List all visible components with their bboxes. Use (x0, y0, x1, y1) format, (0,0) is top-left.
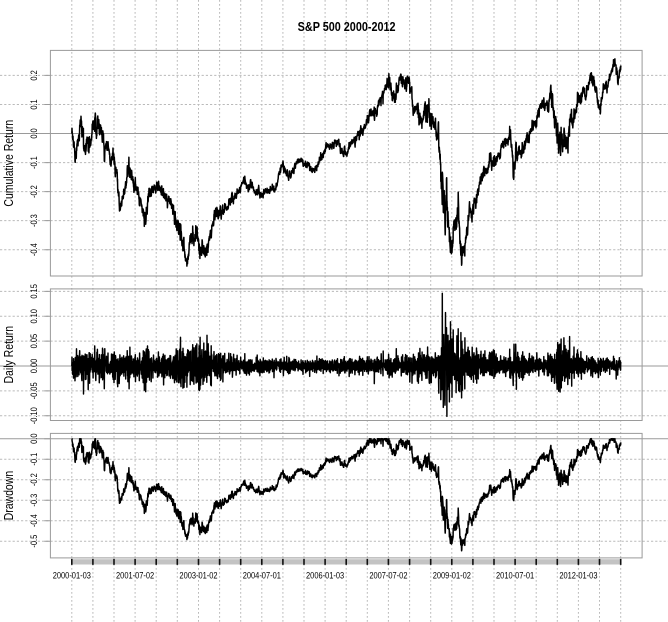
svg-text:-0.5: -0.5 (28, 534, 39, 547)
svg-text:2006-01-03: 2006-01-03 (306, 570, 344, 581)
svg-text:Daily Return: Daily Return (2, 326, 16, 384)
svg-text:2003-01-02: 2003-01-02 (179, 570, 217, 581)
svg-text:-0.1: -0.1 (28, 156, 39, 169)
svg-text:0.1: 0.1 (28, 99, 39, 110)
svg-text:2012-01-03: 2012-01-03 (559, 570, 597, 581)
svg-text:-0.05: -0.05 (28, 382, 39, 399)
svg-text:0.00: 0.00 (28, 358, 39, 373)
svg-text:2009-01-02: 2009-01-02 (433, 570, 471, 581)
svg-text:-0.10: -0.10 (28, 407, 39, 424)
svg-text:-0.4: -0.4 (28, 243, 39, 256)
svg-text:2010-07-01: 2010-07-01 (496, 570, 534, 581)
svg-text:0.10: 0.10 (28, 309, 39, 324)
svg-text:-0.4: -0.4 (28, 514, 39, 527)
svg-text:0.05: 0.05 (28, 334, 39, 349)
svg-text:Cumulative Return: Cumulative Return (2, 120, 16, 207)
svg-text:-0.2: -0.2 (28, 185, 39, 198)
svg-text:2007-07-02: 2007-07-02 (369, 570, 407, 581)
svg-text:-0.1: -0.1 (28, 452, 39, 465)
svg-text:-0.3: -0.3 (28, 493, 39, 506)
svg-text:2000-01-03: 2000-01-03 (53, 570, 91, 581)
svg-text:0.0: 0.0 (28, 128, 39, 139)
svg-text:-0.2: -0.2 (28, 473, 39, 486)
svg-text:0.0: 0.0 (28, 433, 39, 444)
svg-text:0.2: 0.2 (28, 70, 39, 81)
svg-text:S&P 500 2000-2012: S&P 500 2000-2012 (298, 19, 396, 34)
svg-text:2001-07-02: 2001-07-02 (116, 570, 154, 581)
svg-text:-0.3: -0.3 (28, 214, 39, 227)
svg-text:Drawdown: Drawdown (2, 471, 16, 521)
svg-text:2004-07-01: 2004-07-01 (243, 570, 281, 581)
svg-text:0.15: 0.15 (28, 284, 39, 299)
